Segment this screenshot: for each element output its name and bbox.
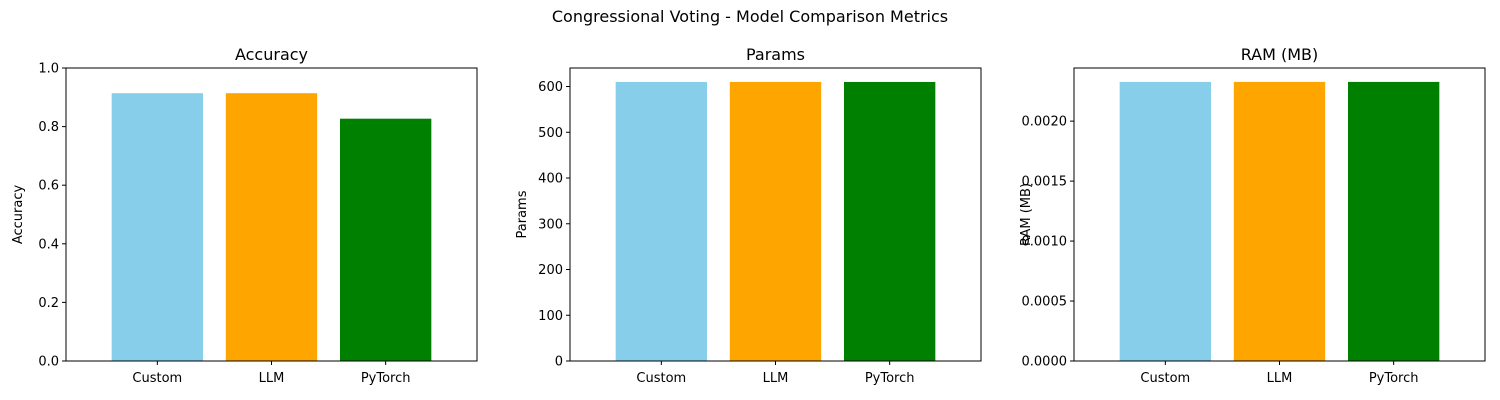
- y-axis-label: Params: [515, 190, 530, 238]
- bar-pytorch: [844, 81, 936, 361]
- subplot-params: Params Params 0 100 200 300 400 500 600 Custom L…: [515, 45, 982, 386]
- y-tick-label: 0.0005: [1022, 295, 1068, 310]
- y-tick-label: 400: [538, 172, 563, 187]
- y-axis-label: RAM (MB): [1019, 183, 1034, 246]
- x-tick-label: LLM: [763, 371, 789, 386]
- y-tick-label: 0.0000: [1022, 355, 1068, 370]
- y-tick-label: 0.0015: [1022, 175, 1068, 190]
- subplot-title: RAM (MB): [1241, 45, 1319, 64]
- bar-custom: [615, 81, 707, 361]
- bar-llm: [729, 81, 822, 361]
- bar-llm: [225, 93, 318, 361]
- y-tick-label: 0.4: [38, 237, 59, 252]
- subplot-title: Accuracy: [235, 45, 308, 64]
- y-tick-label: 0.0010: [1022, 235, 1068, 250]
- bar-pytorch: [1348, 81, 1440, 361]
- x-tick-label: Custom: [636, 371, 686, 386]
- y-tick-label: 100: [538, 309, 563, 324]
- bar-custom: [111, 93, 203, 361]
- subplot-ram: RAM (MB) RAM (MB) 0.0000 0.0005 0.0010 0.00…: [1019, 45, 1486, 386]
- subplot-title: Params: [746, 45, 805, 64]
- x-tick-label: PyTorch: [1369, 371, 1419, 386]
- y-tick-label: 1.0: [38, 62, 59, 77]
- y-tick-label: 0.0: [38, 355, 59, 370]
- x-tick-label: Custom: [1140, 371, 1190, 386]
- y-tick-label: 0.8: [38, 120, 59, 135]
- y-tick-label: 0.0020: [1022, 115, 1068, 130]
- y-axis-label: Accuracy: [11, 185, 26, 245]
- x-tick-label: PyTorch: [865, 371, 915, 386]
- x-tick-label: Custom: [132, 371, 182, 386]
- figure-title: Congressional Voting - Model Comparison …: [552, 7, 948, 26]
- x-tick-label: PyTorch: [361, 371, 411, 386]
- x-tick-label: LLM: [259, 371, 285, 386]
- y-tick-label: 600: [538, 80, 563, 95]
- x-tick-label: LLM: [1267, 371, 1293, 386]
- y-tick-label: 300: [538, 217, 563, 232]
- bar-custom: [1119, 81, 1211, 361]
- y-tick-label: 0: [555, 355, 563, 370]
- subplot-accuracy: Accuracy Accuracy 0.0 0.2 0.4 0.6 0.8 1.0 Cust…: [11, 45, 478, 386]
- y-tick-label: 0.6: [38, 179, 59, 194]
- y-tick-label: 500: [538, 126, 563, 141]
- bar-llm: [1233, 81, 1326, 361]
- y-tick-label: 200: [538, 263, 563, 278]
- y-tick-label: 0.2: [38, 296, 59, 311]
- bar-pytorch: [340, 118, 432, 362]
